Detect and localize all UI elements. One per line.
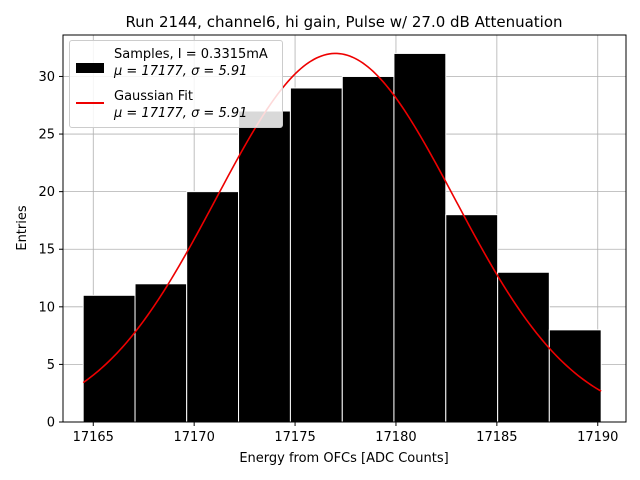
chart-legend: Samples, I = 0.3315mA μ = 17177, σ = 5.9… (69, 40, 283, 128)
histogram-bar (238, 110, 291, 423)
legend-sigma-samples: σ = 5.91 (191, 64, 248, 79)
y-tick-label: 30 (38, 70, 55, 85)
histogram-bar (341, 75, 395, 423)
x-tick-label: 17180 (375, 430, 416, 445)
chart-title: Run 2144, channel6, hi gain, Pulse w/ 27… (125, 13, 562, 31)
plot-frame (62, 34, 627, 423)
y-tick-label: 25 (38, 128, 55, 143)
legend-swatch-samples (76, 63, 104, 73)
x-tick-label: 17175 (274, 430, 315, 445)
legend-text-fit: Gaussian Fit μ = 17177, σ = 5.91 (114, 88, 247, 122)
legend-text-samples: Samples, I = 0.3315mA μ = 17177, σ = 5.9… (114, 46, 268, 80)
legend-mu-samples: μ = 17177, (114, 64, 192, 79)
histogram-bar (134, 283, 188, 423)
x-tick-label: 17185 (476, 430, 517, 445)
histogram-bar (82, 294, 136, 423)
y-tick-label: 15 (38, 243, 55, 258)
legend-mu-fit: μ = 17177, (114, 106, 192, 121)
y-tick-label: 0 (47, 416, 55, 431)
y-tick-label: 20 (38, 185, 55, 200)
legend-stats-fit: μ = 17177, σ = 5.91 (114, 105, 247, 122)
x-tick-label: 17170 (173, 430, 214, 445)
legend-swatch-fit (76, 102, 104, 104)
gaussian-fit-curve (82, 52, 602, 392)
x-axis-label: Energy from OFCs [ADC Counts] (239, 451, 448, 466)
histogram-bars (82, 52, 602, 423)
histogram-bar (497, 271, 550, 423)
legend-stats-samples: μ = 17177, σ = 5.91 (114, 63, 268, 80)
y-axis-label: Entries (15, 205, 30, 251)
y-tick-label: 5 (47, 358, 55, 373)
histogram-bar (393, 52, 447, 423)
legend-sigma-fit: σ = 5.91 (191, 106, 248, 121)
histogram-bar (186, 191, 240, 423)
y-tick-label: 10 (38, 300, 55, 315)
x-axis-ticks: 17165 17170 17175 17180 17185 17190 (73, 422, 618, 445)
x-tick-label: 17165 (73, 430, 114, 445)
histogram-bar (445, 214, 499, 423)
legend-label-samples: Samples, I = 0.3315mA (114, 47, 268, 62)
legend-label-fit: Gaussian Fit (114, 89, 194, 104)
histogram-bar (548, 329, 602, 423)
x-tick-label: 17190 (577, 430, 618, 445)
y-axis-ticks: 0 5 10 15 20 25 30 (38, 70, 63, 431)
histogram-bar (289, 87, 343, 423)
